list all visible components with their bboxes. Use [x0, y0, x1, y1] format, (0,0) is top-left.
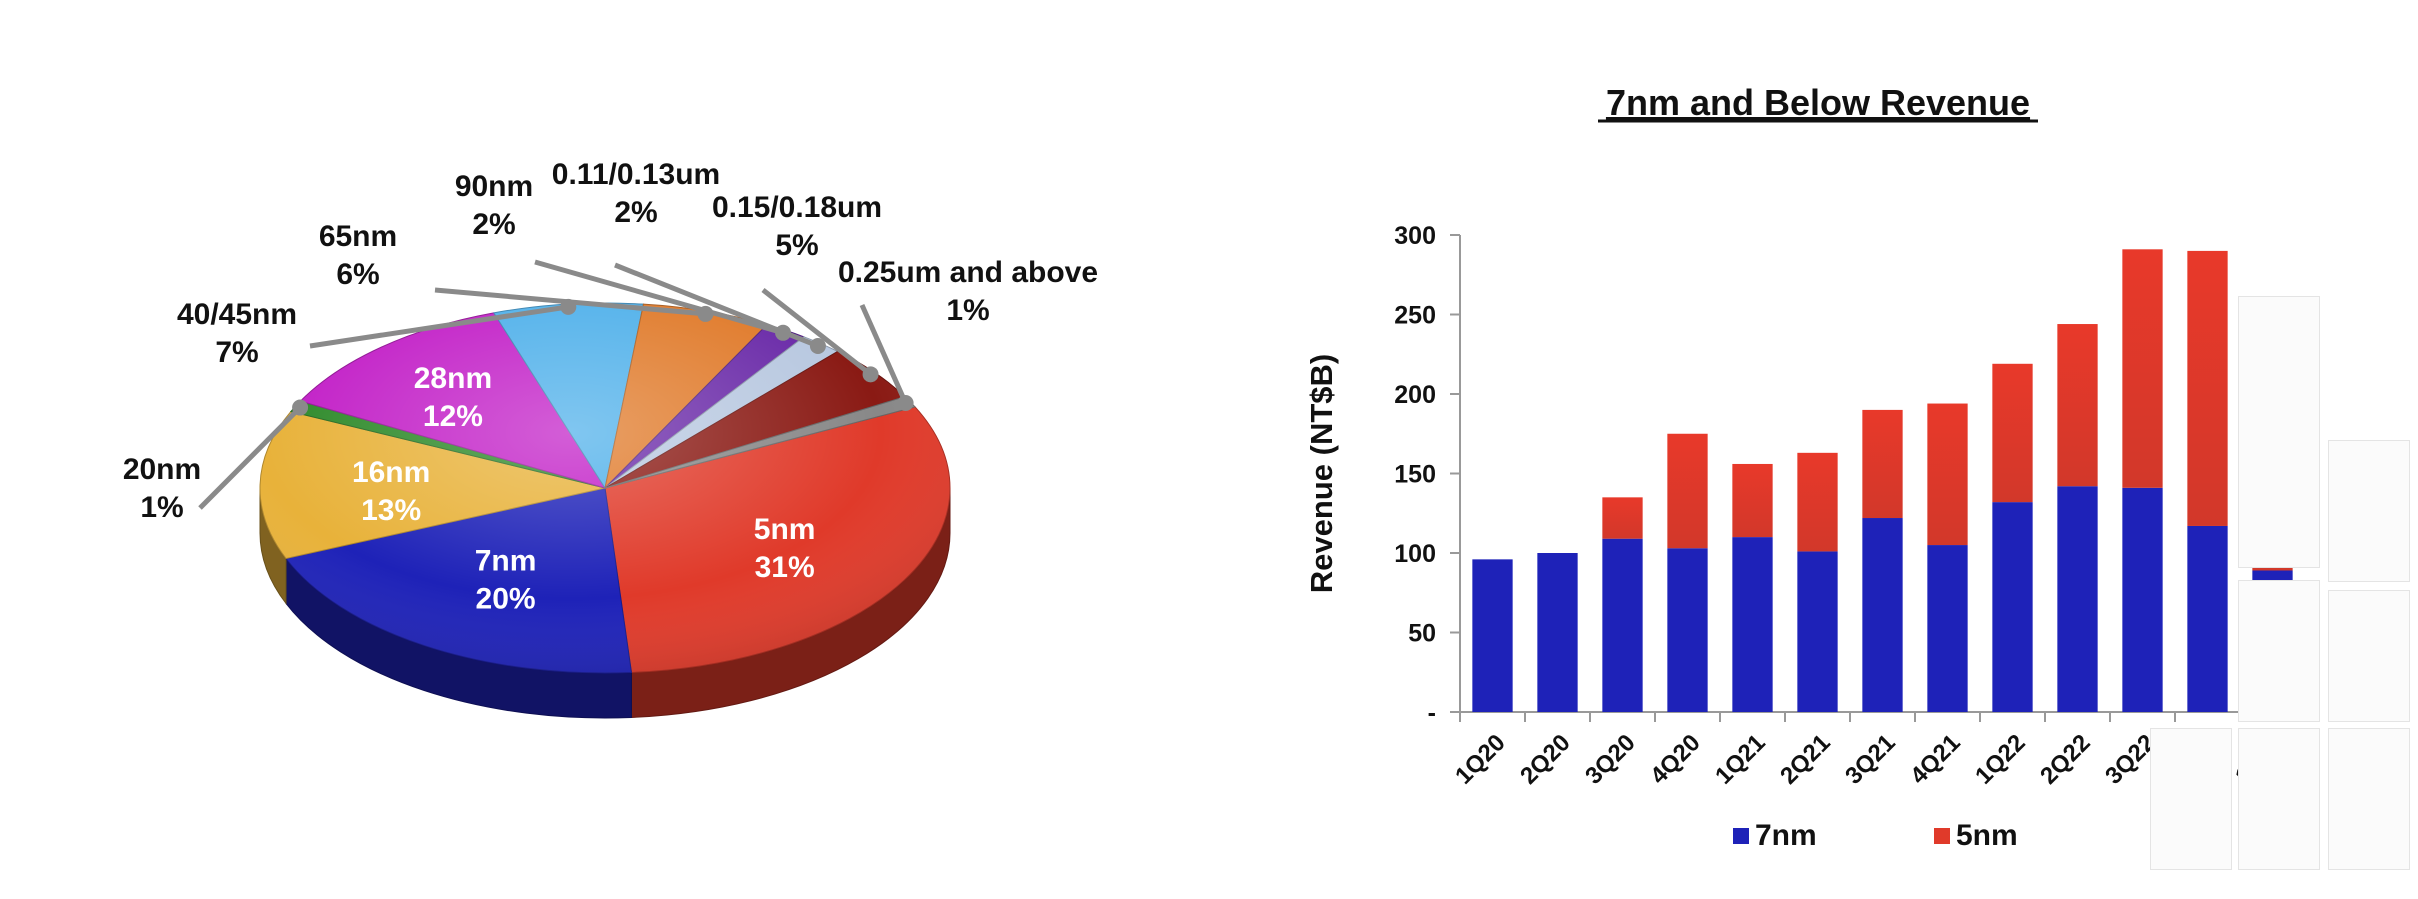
- pie-value-90nm: 2%: [472, 208, 515, 241]
- leader-dot-20nm: [292, 399, 309, 416]
- pie-label-0-25um-and-above: 0.25um and above: [838, 256, 1098, 289]
- legend-swatch-5nm: [1934, 828, 1950, 844]
- leader-line-0-15-0-18um: [761, 288, 873, 377]
- bar-7nm-2Q21: [1797, 551, 1838, 712]
- pie-chart: 5nm 31% 7nm 20% 16nm 13% 28nm 12% 20nm 1% 40/45nm 7…: [123, 158, 1098, 719]
- bar-5nm-4Q20: [1667, 433, 1708, 549]
- bar-7nm-4Q20: [1667, 548, 1708, 712]
- bar-7nm-4Q22: [2187, 525, 2228, 712]
- x-tick-label: 1Q20: [1450, 729, 1511, 790]
- pie-label-20nm: 20nm: [123, 453, 201, 486]
- pie-label-0-15-0-18um: 0.15/0.18um: [712, 191, 882, 224]
- y-tick-label: 250: [1394, 302, 1436, 330]
- pie-label-90nm: 90nm: [455, 170, 533, 203]
- x-tick-label: 2Q22: [2035, 729, 2096, 790]
- leader-dot-0-25um-and-above: [897, 395, 914, 412]
- bar-7nm-1Q20: [1472, 559, 1513, 712]
- bar-7nm-1Q21: [1732, 537, 1773, 712]
- background-tile: [2238, 580, 2320, 722]
- pie-value-0-11-0-13um: 2%: [614, 196, 657, 229]
- bar-5nm-4Q22: [2187, 250, 2228, 526]
- leader-dot-0-11-0-13um: [809, 337, 826, 354]
- bar-7nm-4Q21: [1927, 545, 1968, 712]
- x-tick-label: 3Q20: [1580, 729, 1641, 790]
- bar-7nm-3Q22: [2122, 487, 2163, 712]
- leader-line-65nm: [434, 287, 706, 317]
- legend-label-5nm: 5nm: [1956, 819, 2018, 852]
- bar-5nm-3Q22: [2122, 249, 2163, 488]
- pie-label-16nm: 16nm: [352, 456, 430, 489]
- bar-5nm-4Q21: [1927, 403, 1968, 546]
- pie-label-5nm: 5nm: [754, 513, 816, 546]
- bar-7nm-2Q20: [1537, 553, 1578, 712]
- x-tick-label: 3Q21: [1840, 729, 1901, 790]
- bar-5nm-2Q22: [2057, 324, 2098, 487]
- bar-5nm-2Q21: [1797, 452, 1838, 552]
- pie-value-0-25um-and-above: 1%: [946, 294, 989, 327]
- leader-line-0-25um-and-above: [859, 303, 908, 405]
- pie-label-65nm: 65nm: [319, 220, 397, 253]
- pie-value-40-45nm: 7%: [215, 336, 258, 369]
- leader-dot-0-15-0-18um: [862, 366, 879, 383]
- legend-label-7nm: 7nm: [1755, 819, 1817, 852]
- bar-5nm-1Q22: [1992, 363, 2033, 503]
- bar-7nm-3Q20: [1602, 538, 1643, 712]
- pie-value-5nm: 31%: [755, 551, 815, 584]
- leader-line-0-11-0-13um: [614, 262, 819, 349]
- legend-swatch-7nm: [1733, 828, 1749, 844]
- pie-value-65nm: 6%: [336, 258, 379, 291]
- x-tick-label: 1Q21: [1710, 729, 1771, 790]
- pie-value-0-15-0-18um: 5%: [775, 229, 818, 262]
- x-tick-label: 2Q20: [1515, 729, 1576, 790]
- background-tile: [2150, 728, 2232, 870]
- pie-label-0-11-0-13um: 0.11/0.13um: [552, 158, 720, 191]
- bar-5nm-1Q21: [1732, 463, 1773, 538]
- x-tick-label: 4Q20: [1645, 729, 1706, 790]
- background-tile: [2238, 728, 2320, 870]
- bar-5nm-3Q21: [1862, 409, 1903, 519]
- y-tick-label: 50: [1408, 620, 1436, 648]
- leader-line-40-45nm: [309, 304, 569, 349]
- pie-value-7nm: 20%: [476, 583, 536, 616]
- background-tile: [2328, 728, 2410, 870]
- leader-line-20nm: [198, 405, 302, 510]
- x-tick-label: 1Q22: [1970, 729, 2031, 790]
- leader-line-90nm: [534, 259, 784, 336]
- y-tick-label: 100: [1394, 540, 1436, 568]
- y-tick-label: 300: [1394, 222, 1436, 250]
- x-tick-label: 2Q21: [1775, 729, 1836, 790]
- pie-label-7nm: 7nm: [475, 545, 537, 578]
- y-tick-label: 150: [1394, 461, 1436, 489]
- x-tick-label: 4Q21: [1905, 729, 1966, 790]
- bar-5nm-3Q20: [1602, 497, 1643, 539]
- background-tile: [2238, 296, 2320, 568]
- bar-7nm-3Q21: [1862, 518, 1903, 712]
- pie-value-28nm: 12%: [423, 400, 483, 433]
- y-tick-label: -: [1428, 699, 1436, 727]
- bar-7nm-2Q22: [2057, 486, 2098, 712]
- pie-value-20nm: 1%: [140, 491, 183, 524]
- pie-label-28nm: 28nm: [414, 362, 492, 395]
- bar-7nm-1Q22: [1992, 502, 2033, 712]
- background-tile: [2328, 440, 2410, 582]
- y-tick-label: 200: [1394, 381, 1436, 409]
- pie-value-16nm: 13%: [361, 494, 421, 527]
- y-axis-label: Revenue (NT$B): [1304, 354, 1339, 593]
- background-tile: [2328, 590, 2410, 722]
- chart-title: 7nm and Below Revenue: [1606, 82, 2030, 123]
- pie-label-40-45nm: 40/45nm: [177, 298, 297, 331]
